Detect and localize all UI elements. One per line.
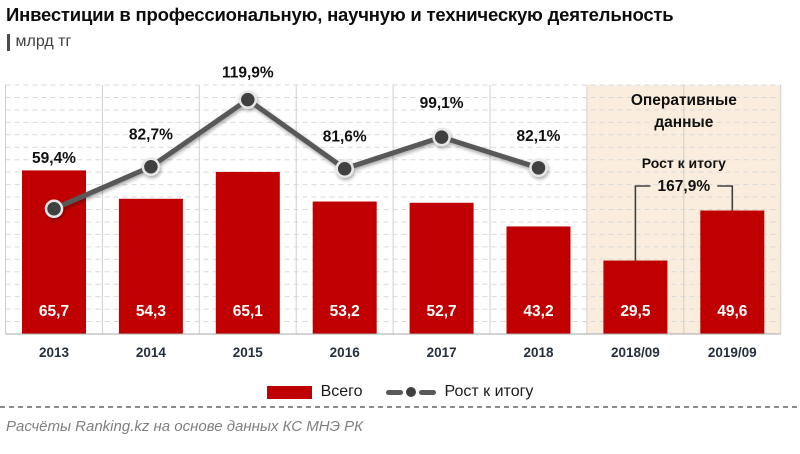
- year-label: 2019/09: [708, 345, 757, 360]
- bar-2017: [409, 202, 474, 334]
- chart-subtitle: млрд тг: [7, 33, 71, 51]
- operational-title: данные: [654, 114, 713, 131]
- percent-label: 81,6%: [323, 129, 367, 146]
- chart-svg: 65,7 2013 54,3 2014 65,1 2015 53,2 2016 52,7 2017…: [5, 65, 782, 360]
- bar-2014: [118, 198, 183, 334]
- bar-2018: [506, 226, 571, 334]
- legend-line-swatch: [385, 387, 436, 397]
- marker-2013: [44, 199, 64, 219]
- year-label: 2013: [39, 345, 70, 360]
- percent-label: 99,1%: [420, 95, 464, 112]
- year-label: 2015: [233, 345, 264, 360]
- year-label: 2016: [330, 345, 361, 360]
- source-note: Расчёты Ranking.kz на основе данных КС М…: [6, 418, 364, 435]
- marker-2016: [335, 159, 354, 178]
- annotation-bracket-right: [717, 185, 734, 211]
- legend: Всего Рост к итогу: [0, 383, 800, 401]
- year-label: 2014: [136, 345, 167, 360]
- percent-label: 119,9%: [222, 65, 274, 82]
- unit-prefix-bar: [7, 33, 10, 51]
- bar-value-label: 43,2: [523, 303, 553, 320]
- legend-line-segment: [385, 389, 403, 395]
- bar-2018/09: [603, 260, 668, 334]
- percent-label: 82,7%: [129, 127, 173, 144]
- operational-title: Оперативные: [631, 92, 737, 109]
- bar-value-label: 65,7: [39, 303, 69, 320]
- year-label: 2018/09: [611, 345, 660, 360]
- legend-line-segment: [418, 389, 436, 395]
- bar-value-label: 65,1: [233, 303, 264, 320]
- percent-label: 59,4%: [32, 150, 76, 167]
- percent-label: 82,1%: [517, 128, 561, 145]
- bar-value-label: 54,3: [136, 303, 167, 320]
- legend-line-label: Рост к итогу: [444, 383, 534, 400]
- unit-label: млрд тг: [15, 33, 72, 50]
- marker-2017: [432, 127, 451, 147]
- dashed-divider: [0, 406, 800, 408]
- chart-title: Инвестиции в профессиональную, научную и…: [6, 4, 674, 25]
- bar-value-label: 53,2: [330, 303, 360, 320]
- bar-value-label: 49,6: [717, 303, 748, 320]
- marker-2015: [238, 90, 258, 109]
- growth-line: [51, 97, 541, 212]
- legend-bar-label: Всего: [320, 383, 363, 400]
- growth-line-series: [44, 90, 548, 219]
- chart-area: 65,7 2013 54,3 2014 65,1 2015 53,2 2016 52,7 2017…: [0, 60, 800, 370]
- bar-2015: [215, 171, 280, 334]
- legend-line-dot: [405, 387, 416, 397]
- annotation-bracket-left: [634, 185, 651, 261]
- bar-value-label: 29,5: [620, 303, 651, 320]
- bar-2016: [312, 201, 377, 334]
- annotation-value: 167,9%: [658, 178, 711, 195]
- bar-2019/09: [700, 210, 765, 334]
- year-label: 2018: [523, 345, 554, 360]
- category-separators: [5, 85, 782, 334]
- year-label: 2017: [427, 345, 457, 360]
- legend-bar-swatch: [266, 385, 312, 399]
- annotation-label: Рост к итогу: [642, 155, 726, 171]
- marker-2014: [141, 157, 161, 176]
- marker-2018: [529, 158, 548, 178]
- bar-value-label: 52,7: [427, 303, 457, 320]
